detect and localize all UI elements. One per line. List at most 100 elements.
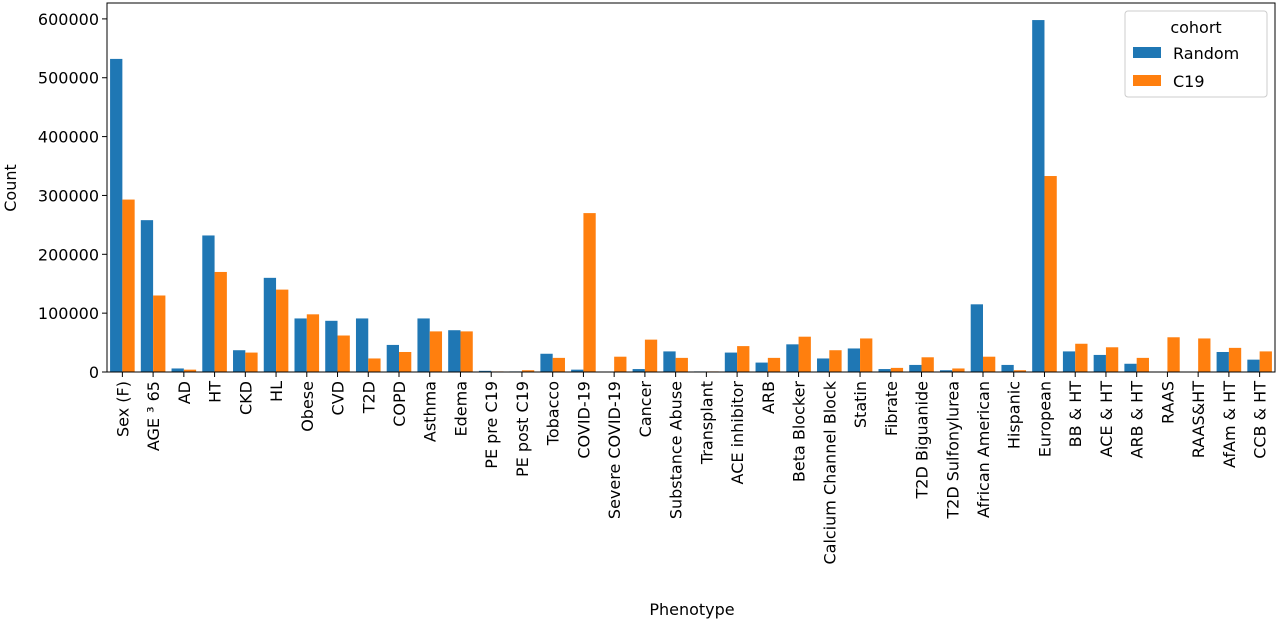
- bar: [1044, 176, 1057, 372]
- bar: [583, 213, 596, 372]
- bar: [1001, 364, 1014, 372]
- bar: [399, 351, 412, 372]
- bar: [214, 271, 227, 372]
- legend: cohort Random C19: [1124, 10, 1268, 98]
- bar: [847, 348, 861, 372]
- x-tick-label: ARB & HT: [1128, 381, 1147, 459]
- bar: [737, 346, 750, 372]
- bar: [952, 368, 965, 372]
- x-tick-label: Beta Blocker: [790, 381, 809, 483]
- bar: [110, 58, 123, 373]
- bar: [460, 331, 473, 372]
- bar: [183, 369, 197, 372]
- x-tick-label: HT: [206, 381, 225, 403]
- y-tick-label: 200000: [38, 245, 99, 264]
- bar: [890, 367, 904, 372]
- x-tick-label: BB & HT: [1066, 381, 1085, 448]
- legend-swatch: [1133, 47, 1161, 58]
- bar: [921, 357, 934, 372]
- x-tick-label: T2D Biguanide: [913, 381, 932, 499]
- x-tick-label: CCB & HT: [1251, 381, 1270, 459]
- x-tick-label: Obese: [298, 381, 317, 432]
- bar: [1167, 337, 1180, 372]
- x-tick-label: Transplant: [697, 381, 716, 465]
- y-tick-label: 0: [89, 363, 99, 382]
- x-tick-label: AfAm & HT: [1220, 381, 1239, 468]
- x-tick-label: PE pre C19: [482, 381, 501, 469]
- y-tick-label: 600000: [38, 10, 99, 29]
- bar: [294, 318, 307, 372]
- bar: [1075, 343, 1088, 372]
- bar: [939, 370, 953, 372]
- bar: [1124, 363, 1137, 372]
- bar: [245, 352, 258, 372]
- bar: [202, 235, 215, 372]
- x-tick-label: European: [1035, 381, 1054, 457]
- x-tick-label: ACE & HT: [1097, 381, 1116, 458]
- y-tick-label: 400000: [38, 128, 99, 147]
- bar: [1136, 357, 1149, 372]
- bar: [798, 336, 811, 372]
- x-tick-label: HL: [267, 381, 286, 402]
- bar: [1198, 338, 1211, 372]
- bar: [663, 351, 676, 372]
- x-tick-label: Fibrate: [882, 381, 901, 436]
- bar: [448, 330, 461, 372]
- bar: [355, 318, 369, 372]
- x-tick-label: Asthma: [421, 381, 440, 442]
- bar: [1247, 359, 1260, 372]
- x-tick-label: COPD: [390, 381, 409, 427]
- bar: [429, 331, 443, 372]
- y-tick-label: 500000: [38, 69, 99, 88]
- x-tick-label: Severe COVID-19: [605, 381, 624, 519]
- x-tick-label: Tobacco: [544, 381, 563, 446]
- bar: [817, 358, 830, 372]
- x-tick-label: CKD: [236, 381, 255, 415]
- bar: [386, 344, 399, 372]
- bar: [767, 357, 781, 372]
- x-tick-label: T2D Sulfonylurea: [943, 381, 962, 520]
- y-axis-label: Count: [1, 164, 20, 212]
- x-tick-label: Sex (F): [113, 381, 132, 437]
- bar: [1259, 351, 1272, 372]
- x-tick-label: AD: [175, 381, 194, 404]
- bar: [552, 357, 565, 372]
- bar: [1062, 351, 1076, 372]
- legend-swatch: [1133, 75, 1161, 86]
- bar: [276, 289, 289, 372]
- bar: [325, 320, 338, 372]
- bar: [970, 304, 983, 372]
- bar: [786, 344, 799, 372]
- plot-frame: [106, 2, 1276, 373]
- bar: [614, 356, 627, 372]
- bar: [983, 356, 996, 372]
- x-tick-label: COVID-19: [574, 381, 593, 459]
- bar: [233, 350, 246, 372]
- bar: [140, 220, 154, 372]
- bar: [1228, 347, 1242, 372]
- bar: [153, 295, 166, 372]
- bar: [571, 369, 584, 372]
- bar: [878, 369, 891, 372]
- x-tick-label: Statin: [851, 381, 870, 428]
- bar: [263, 277, 277, 372]
- x-tick-label: ARB: [759, 381, 778, 414]
- bar: [755, 362, 768, 372]
- x-tick-label: AGE ³ 65: [144, 381, 163, 451]
- x-tick-label: PE post C19: [513, 381, 532, 477]
- bar: [1105, 347, 1119, 372]
- legend-label: C19: [1173, 72, 1205, 91]
- x-tick-label: Calcium Channel Block: [820, 380, 839, 564]
- y-tick-label: 300000: [38, 186, 99, 205]
- bar: [306, 314, 320, 372]
- x-tick-label: ACE inhibitor: [728, 381, 747, 485]
- bar: [644, 339, 658, 372]
- bar: [417, 318, 430, 372]
- bar: [909, 364, 922, 372]
- bar: [632, 369, 645, 372]
- x-tick-label: Substance Abuse: [667, 381, 686, 519]
- bar: [337, 335, 350, 372]
- x-tick-label: Cancer: [636, 381, 655, 438]
- bar: [724, 352, 738, 372]
